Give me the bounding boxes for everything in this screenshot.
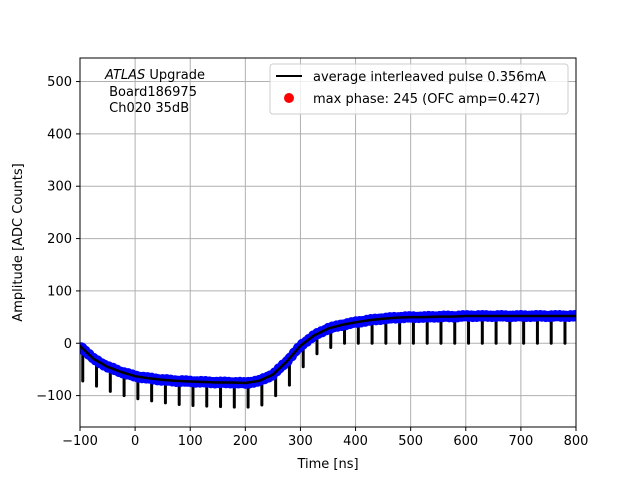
y-tick-label: −100: [36, 389, 72, 404]
x-axis-label: Time [ns]: [296, 457, 358, 472]
annotation-line-2: Board186975: [105, 85, 197, 100]
atlas-annotation: ATLAS Upgrade Board186975 Ch020 35dB: [104, 68, 205, 116]
x-tick-label: 600: [453, 434, 478, 449]
x-tick-label: 400: [343, 434, 368, 449]
y-axis: −100 0 100 200 300 400 500: [36, 75, 80, 404]
annotation-line-1: ATLAS Upgrade: [104, 68, 205, 83]
x-tick-label: −100: [62, 434, 98, 449]
y-tick-label: 300: [47, 180, 72, 195]
x-tick-label: 800: [564, 434, 589, 449]
plot-frame: [79, 57, 577, 428]
x-tick-label: 200: [233, 434, 258, 449]
x-axis: −100 0 100 200 300 400 500 600 700 800: [62, 427, 588, 449]
y-tick-label: 100: [47, 284, 72, 299]
legend-marker-swatch: [284, 93, 294, 103]
x-tick-label: 100: [178, 434, 203, 449]
series-layer: [80, 310, 576, 409]
average-pulse-line: [80, 314, 576, 385]
y-tick-label: 200: [47, 232, 72, 247]
x-tick-label: 500: [398, 434, 423, 449]
x-tick-label: 300: [288, 434, 313, 449]
annotation-upgrade: Upgrade: [145, 68, 205, 83]
plot-area: [80, 310, 576, 409]
annotation-atlas: ATLAS: [104, 68, 145, 83]
legend: average interleaved pulse 0.356mA max ph…: [269, 63, 569, 115]
annotation-line-3: Ch020 35dB: [105, 101, 189, 116]
y-tick-label: 400: [47, 127, 72, 142]
x-tick-label: 700: [508, 434, 533, 449]
y-tick-label: 0: [64, 337, 72, 352]
legend-box: [269, 63, 569, 115]
legend-entry-max-phase: max phase: 245 (OFC amp=0.427): [313, 92, 540, 107]
x-tick-label: 0: [131, 434, 139, 449]
y-tick-label: 500: [47, 75, 72, 90]
y-axis-label: Amplitude [ADC Counts]: [11, 163, 26, 321]
legend-entry-average-pulse: average interleaved pulse 0.356mA: [313, 70, 546, 85]
